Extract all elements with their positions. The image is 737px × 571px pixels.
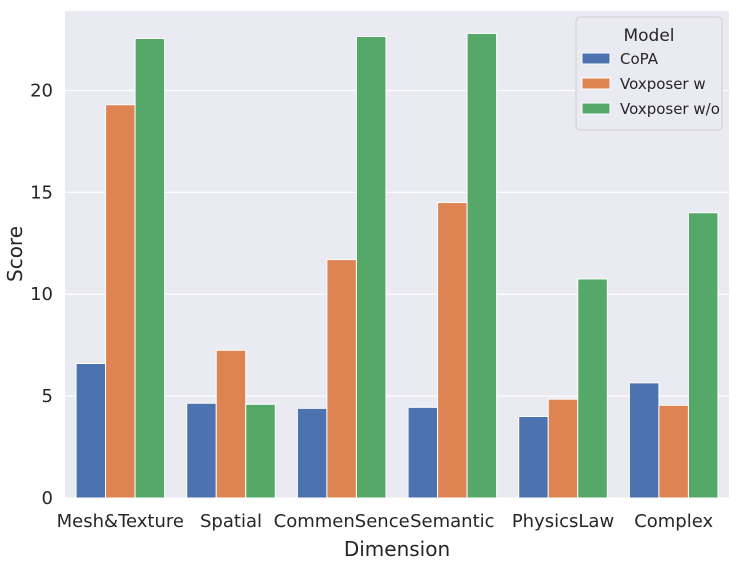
bar [215,349,247,499]
legend-swatch [581,102,611,115]
bar [547,398,579,499]
y-axis-title: Score [3,226,27,282]
y-tick-label: 5 [42,386,53,407]
x-tick-label: Mesh&Texture [57,511,184,532]
grid-lines [65,89,729,499]
legend-swatch [581,52,611,65]
y-tick-label: 20 [30,80,53,101]
bar [105,104,136,499]
legend-label: Voxposer w [620,75,706,93]
y-tick-label: 10 [30,284,53,305]
bar [75,363,107,499]
bars [75,32,719,499]
legend-label: Voxposer w/o [620,100,720,118]
x-tick-label: PhysicsLaw [512,511,614,532]
bar [466,32,498,499]
x-tick-label: Semantic [410,511,494,532]
bar [407,406,439,499]
y-tick-label: 0 [42,488,53,509]
bar [245,403,276,499]
legend: Model CoPA Voxposer w Voxposer w/o [575,16,723,131]
legend-box [575,16,723,131]
bar [628,382,660,499]
legend-title: Model [623,26,674,46]
y-axis-ticks: 0 5 10 15 20 [30,80,53,509]
bar [687,212,719,499]
x-tick-label: Complex [634,511,713,532]
bar [518,415,549,499]
y-tick-label: 15 [30,182,53,203]
x-tick-label: Spatial [200,511,262,532]
x-axis-ticks: Mesh&Texture Spatial CommenSence Semantic Ph… [57,511,714,532]
bar [658,404,689,499]
bar [355,35,387,499]
legend-swatch [581,77,611,90]
bar [326,259,357,499]
bar [296,407,328,499]
bar [437,202,468,499]
x-tick-label: CommenSence [274,511,410,532]
x-axis-title: Dimension [344,537,450,561]
bar [186,402,217,499]
bar [577,278,608,499]
bar [134,38,166,499]
legend-label: CoPA [620,50,659,68]
legend-items: CoPA Voxposer w Voxposer w/o [581,50,720,118]
